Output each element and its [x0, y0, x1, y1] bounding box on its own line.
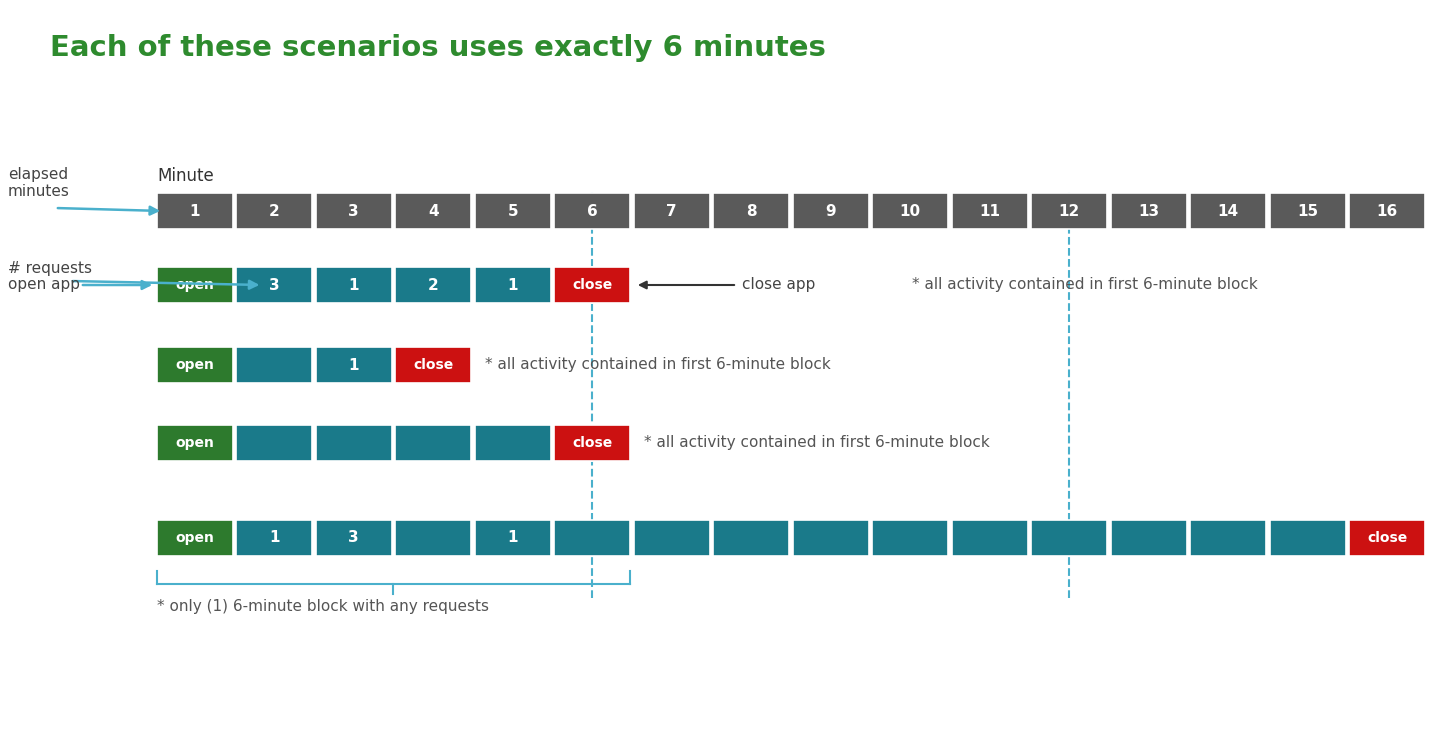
Bar	[395, 425, 471, 461]
Bar	[872, 520, 949, 557]
Bar	[1349, 520, 1426, 557]
Bar	[395, 520, 471, 557]
Text: 1: 1	[508, 277, 518, 293]
Bar	[236, 520, 312, 557]
Bar	[1270, 192, 1346, 229]
Text: Each of these scenarios uses exactly 6 minutes: Each of these scenarios uses exactly 6 m…	[51, 34, 826, 62]
Bar	[474, 267, 551, 303]
Bar	[951, 192, 1028, 229]
Bar	[554, 520, 630, 557]
Text: close: close	[573, 436, 612, 450]
Bar	[554, 267, 630, 303]
Text: 1: 1	[269, 531, 279, 545]
Text: 6: 6	[587, 204, 597, 218]
Bar	[474, 520, 551, 557]
Bar	[395, 347, 471, 383]
Bar	[1111, 520, 1187, 557]
Bar	[315, 425, 392, 461]
Bar	[474, 425, 551, 461]
Text: close: close	[1366, 531, 1407, 545]
Bar	[315, 347, 392, 383]
Text: 14: 14	[1218, 204, 1239, 218]
Text: 3: 3	[269, 277, 279, 293]
Bar	[1111, 192, 1187, 229]
Bar	[156, 520, 233, 557]
Text: # requests: # requests	[9, 261, 93, 276]
Bar	[395, 192, 471, 229]
Bar	[792, 520, 869, 557]
Bar	[1270, 520, 1346, 557]
Bar	[1031, 192, 1108, 229]
Bar	[633, 192, 710, 229]
Text: * all activity contained in first 6-minute block: * all activity contained in first 6-minu…	[912, 277, 1258, 293]
Bar	[1349, 520, 1426, 557]
Bar	[1031, 520, 1108, 557]
Bar	[554, 267, 630, 303]
Bar	[474, 192, 551, 229]
Bar	[792, 192, 869, 229]
Text: close: close	[414, 358, 454, 372]
Text: Minute: Minute	[158, 167, 214, 185]
Bar	[315, 267, 392, 303]
Bar	[395, 267, 471, 303]
Text: 2: 2	[428, 277, 438, 293]
Bar	[872, 192, 949, 229]
Text: * only (1) 6-minute block with any requests: * only (1) 6-minute block with any reque…	[156, 599, 489, 614]
Text: 13: 13	[1138, 204, 1160, 218]
Text: open: open	[175, 436, 214, 450]
Text: 7: 7	[667, 204, 677, 218]
Text: open: open	[175, 358, 214, 372]
Bar	[554, 192, 630, 229]
Text: open: open	[175, 531, 214, 545]
Bar	[315, 192, 392, 229]
Bar	[156, 267, 233, 303]
Bar	[156, 425, 233, 461]
Text: 10: 10	[899, 204, 921, 218]
Bar	[156, 192, 233, 229]
Bar	[1349, 192, 1426, 229]
Bar	[1190, 520, 1267, 557]
Text: close: close	[573, 278, 612, 292]
Text: elapsed
minutes: elapsed minutes	[9, 166, 69, 199]
Text: * all activity contained in first 6-minute block: * all activity contained in first 6-minu…	[484, 357, 831, 372]
Text: 9: 9	[826, 204, 836, 218]
Bar	[156, 520, 233, 557]
Bar	[713, 192, 790, 229]
Text: 1: 1	[348, 357, 359, 372]
Text: 16: 16	[1377, 204, 1398, 218]
Bar	[951, 520, 1028, 557]
Text: 1: 1	[189, 204, 200, 218]
Bar	[156, 267, 233, 303]
Bar	[156, 347, 233, 383]
Bar	[236, 267, 312, 303]
Bar	[395, 347, 471, 383]
Bar	[554, 425, 630, 461]
Text: 12: 12	[1058, 204, 1080, 218]
Text: 8: 8	[746, 204, 756, 218]
Bar	[236, 425, 312, 461]
Text: * all activity contained in first 6-minute block: * all activity contained in first 6-minu…	[643, 435, 989, 450]
Bar	[713, 520, 790, 557]
Text: open app: open app	[9, 277, 80, 293]
Text: 15: 15	[1297, 204, 1319, 218]
Bar	[156, 425, 233, 461]
Bar	[554, 425, 630, 461]
Text: 2: 2	[269, 204, 279, 218]
Bar	[236, 192, 312, 229]
Bar	[633, 520, 710, 557]
Text: close app: close app	[742, 277, 816, 293]
Bar	[1190, 192, 1267, 229]
Text: 1: 1	[348, 277, 359, 293]
Text: 4: 4	[428, 204, 438, 218]
Text: 5: 5	[508, 204, 518, 218]
Bar	[315, 520, 392, 557]
Text: 3: 3	[348, 531, 359, 545]
Text: 3: 3	[348, 204, 359, 218]
Text: 1: 1	[508, 531, 518, 545]
Bar	[156, 347, 233, 383]
Text: open: open	[175, 278, 214, 292]
Text: 11: 11	[979, 204, 1001, 218]
Bar	[236, 347, 312, 383]
